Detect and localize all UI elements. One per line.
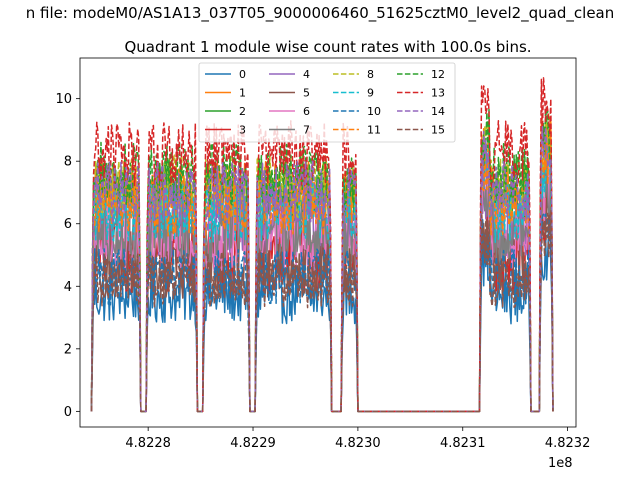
legend-label-3: 3 <box>239 124 246 137</box>
series-line-15 <box>90 209 554 413</box>
legend-label-6: 6 <box>303 105 310 118</box>
legend-label-15: 15 <box>431 124 445 137</box>
series-line-13 <box>90 77 554 413</box>
y-tick-label: 2 <box>64 342 72 357</box>
y-tick-label: 6 <box>64 217 72 232</box>
axes-border <box>79 57 577 428</box>
figure-suptitle: n file: modeM0/AS1A13_037T05_9000006460_… <box>26 4 615 23</box>
legend-label-2: 2 <box>239 105 246 118</box>
y-tick-label: 0 <box>64 405 72 420</box>
x-tick-label: 4.8228 <box>125 436 171 451</box>
legend-label-9: 9 <box>367 87 374 100</box>
y-tick-label: 10 <box>55 92 72 107</box>
x-tick-label: 4.8232 <box>545 436 591 451</box>
x-offset-label: 1e8 <box>548 456 573 471</box>
legend-label-13: 13 <box>431 87 445 100</box>
y-axis-ticks: 0 2 4 6 8 10 <box>55 92 80 420</box>
x-axis-ticks: 4.8228 4.8229 4.8230 4.8231 4.8232 <box>125 427 590 451</box>
y-tick-label: 8 <box>64 155 72 170</box>
legend-label-0: 0 <box>239 68 246 81</box>
legend-label-5: 5 <box>303 87 310 100</box>
legend-label-10: 10 <box>367 105 381 118</box>
legend-label-12: 12 <box>431 68 445 81</box>
axes-frame <box>79 57 577 428</box>
x-tick-label: 4.8229 <box>230 436 276 451</box>
legend-box <box>198 62 456 143</box>
y-tick-label: 4 <box>64 280 72 295</box>
legend-label-14: 14 <box>431 105 445 118</box>
legend-label-1: 1 <box>239 87 246 100</box>
legend-label-4: 4 <box>303 68 310 81</box>
chart-title: Quadrant 1 module wise count rates with … <box>124 38 531 56</box>
legend-label-8: 8 <box>367 68 374 81</box>
legend-label-7: 7 <box>303 124 310 137</box>
plot-lines <box>90 77 554 413</box>
x-tick-label: 4.8230 <box>335 436 381 451</box>
legend-label-11: 11 <box>367 124 381 137</box>
x-tick-label: 4.8231 <box>440 436 486 451</box>
